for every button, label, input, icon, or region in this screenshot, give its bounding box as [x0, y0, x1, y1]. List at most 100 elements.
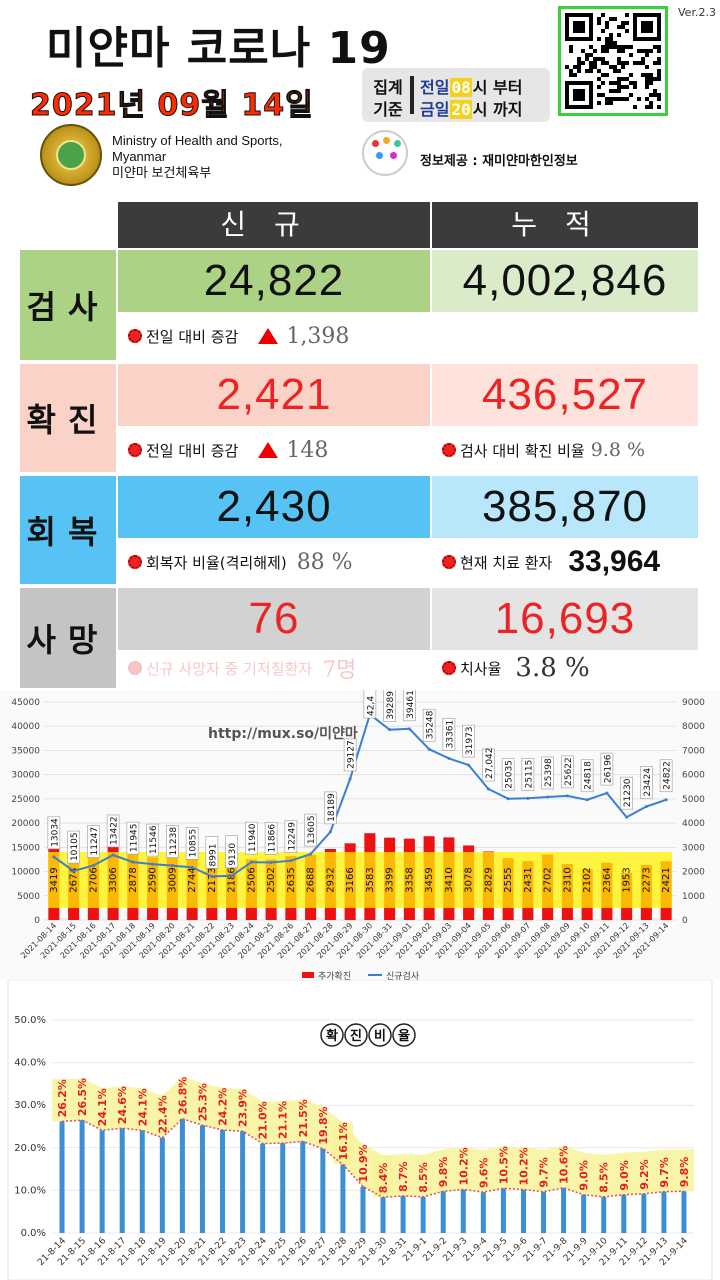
confirmed-sub-right: 검사 대비 확진 비율 9.8 %: [432, 428, 698, 472]
tests-point: [269, 861, 273, 865]
tests-point-label: 10855: [189, 829, 199, 858]
tests-point: [230, 874, 234, 878]
tests-label-group: 25398: [541, 756, 554, 790]
confirmed-bar-label: 2173: [207, 867, 218, 892]
tests-label-box: [521, 758, 535, 791]
death-sub-left: 신규 사망자 중 기저질환자 7명: [118, 650, 430, 686]
tests-point-label: 25398: [544, 758, 554, 787]
tests-point: [309, 852, 313, 856]
tests-point-label: 13605: [307, 815, 317, 844]
left-tick-label: 15000: [11, 843, 40, 853]
virus-icon: [128, 555, 142, 569]
tests-label-box: [304, 813, 317, 847]
right-tick-label: 0: [682, 916, 688, 926]
rate-label: 26.2%: [56, 1079, 69, 1117]
rate-label: 25.3%: [196, 1083, 209, 1121]
rate-bar: [541, 1191, 547, 1233]
right-tick-label: 1000: [682, 892, 705, 902]
confirmed-bar-label: 2706: [88, 867, 99, 892]
confirmed-bar-label: 2186: [227, 867, 238, 892]
tests-point: [388, 728, 392, 732]
tests-point-label: 24822: [663, 761, 673, 790]
report-date: 2021년 09월 14일: [30, 88, 314, 124]
tests-label-box: [245, 821, 258, 855]
left-tick-label: 0: [34, 916, 40, 926]
confirmed-total-value: 436,527: [432, 364, 698, 426]
rate-bar: [380, 1197, 386, 1233]
rate-bar: [300, 1141, 306, 1233]
tests-point-label: 8991: [208, 844, 218, 867]
tests-point-label: 11940: [248, 823, 258, 852]
left-tick-label: 10000: [11, 868, 40, 878]
tests-point: [328, 830, 332, 834]
rate-bar: [159, 1137, 165, 1233]
confirmed-bar-label: 2506: [246, 867, 257, 892]
rate-label: 10.2%: [457, 1147, 470, 1185]
tests-point: [348, 777, 352, 781]
chart-title-char: 비: [374, 1029, 386, 1044]
rate-label: 9.0%: [618, 1160, 631, 1191]
tests-point-label: 11247: [90, 827, 100, 856]
tests-point-label: 39289: [386, 691, 396, 720]
tests-point: [546, 795, 550, 799]
rate-bar: [119, 1128, 125, 1233]
rate-bar: [340, 1164, 346, 1233]
rate-label: 9.6%: [477, 1158, 490, 1189]
confirmed-bar-label: 3410: [444, 867, 455, 892]
qr-code-icon[interactable]: [558, 6, 668, 116]
left-tick-label: 30000: [11, 771, 40, 781]
rate-trend-line: [61, 1117, 685, 1198]
legend-confirmed-swatch: [302, 972, 314, 978]
up-arrow-icon: [258, 328, 279, 344]
tests-label-box: [47, 816, 61, 850]
tests-label-group: 11866: [264, 822, 278, 855]
tests-label-group: 8991: [205, 836, 218, 869]
tests-label-box: [383, 690, 396, 722]
tests-label-box: [600, 752, 614, 786]
tests-label-group: 27,042: [482, 747, 495, 782]
tests-point: [664, 798, 668, 802]
right-tick-label: 3000: [682, 843, 705, 853]
tests-point-label: 12249: [287, 822, 297, 851]
chart-title-char: 율: [398, 1028, 410, 1044]
tests-point-label: 24818: [584, 761, 594, 790]
right-tick-label: 5000: [682, 795, 705, 805]
period-line-1: 전일 08 시 부터: [420, 78, 523, 97]
tests-label-box: [264, 822, 278, 855]
rate-label: 10.5%: [497, 1146, 510, 1184]
confirmed-bar-label: 2273: [641, 867, 652, 892]
tests-point-label: 18189: [327, 793, 337, 822]
confirmed-bar-label: 3166: [345, 867, 356, 892]
tests-label-box: [106, 814, 120, 848]
tests-label-box: [87, 825, 100, 858]
rate-bar: [79, 1120, 85, 1233]
legend-tests-label: 신규검사: [386, 970, 420, 980]
confirmed-bar-label: 2635: [286, 867, 297, 892]
confirmed-bar-label: 2421: [661, 867, 672, 892]
title-circle: [320, 1023, 344, 1047]
right-tick-label: 7000: [682, 746, 705, 756]
y-tick-label: 40.0%: [14, 1058, 46, 1069]
chart-title-char: 진: [350, 1028, 362, 1044]
confirmed-bar-label: 3459: [424, 867, 435, 892]
version-label: Ver.2.3: [678, 6, 716, 19]
left-tick-label: 20000: [11, 819, 40, 829]
rate-bar: [280, 1143, 286, 1233]
virus-icon: [442, 443, 456, 457]
tests-label-group: 11247: [87, 825, 100, 858]
rate-label: 10.6%: [558, 1146, 571, 1184]
rate-label: 26.8%: [176, 1077, 189, 1115]
col-header-total: 누적: [432, 202, 698, 248]
tests-point: [467, 763, 471, 767]
tests-point: [190, 865, 194, 869]
rate-label: 8.5%: [417, 1162, 430, 1193]
legend-confirmed-label: 추가확진: [318, 970, 351, 980]
test-total-value: 4,002,846: [432, 250, 698, 312]
tests-point: [72, 869, 76, 873]
rate-label: 8.4%: [377, 1163, 390, 1194]
chart-watermark: http://mux.so/미얀마: [208, 725, 358, 742]
tests-label-box: [422, 708, 436, 742]
up-arrow-icon: [258, 442, 279, 458]
rate-label: 9.8%: [437, 1157, 450, 1188]
row-label-confirmed: 확진: [20, 364, 116, 472]
